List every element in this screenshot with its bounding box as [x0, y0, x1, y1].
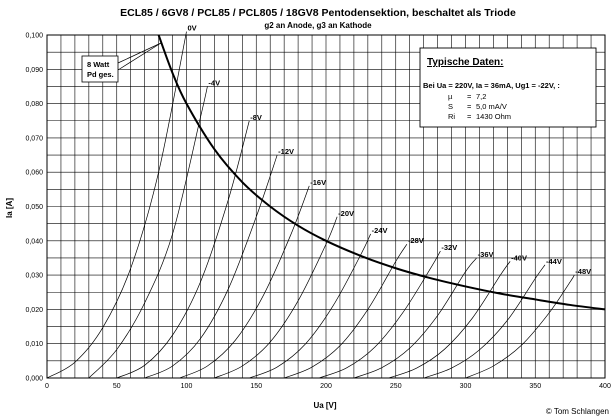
curve-label: 0V [188, 24, 197, 33]
typische-daten-box: Typische Daten: Bei Ua = 220V, Ia = 36mA… [419, 47, 597, 128]
datenbox-line1: Bei Ua = 220V, Ia = 36mA, Ug1 = -22V, : [423, 81, 560, 90]
y-tick-label: 0,090 [25, 67, 43, 74]
grid-curve [423, 264, 546, 379]
chart-title: ECL85 / 6GV8 / PCL85 / PCL805 / 18GV8 Pe… [120, 7, 516, 19]
grid-curve [388, 261, 511, 379]
grid-curve [249, 233, 371, 379]
copyright-text: © Tom Schlangen [546, 407, 609, 416]
pd-label-line-1: 8 Watt [87, 60, 110, 69]
pd-label-box: 8 Watt Pd ges. [81, 42, 162, 83]
x-tick-label: 400 [599, 383, 611, 390]
y-tick-label: 0,080 [25, 101, 43, 108]
y-tick-label: 0,040 [25, 238, 43, 245]
chart-subtitle: g2 an Anode, g3 an Kathode [264, 21, 372, 30]
datenbox-row-value: 7,2 [476, 92, 486, 101]
plot-frame [46, 34, 606, 379]
y-tick-label: 0,070 [25, 135, 43, 142]
curve-label: -48V [575, 267, 591, 276]
pd-curve [157, 34, 606, 311]
x-tick-label: 150 [250, 383, 262, 390]
curve-label: -32V [441, 243, 457, 252]
x-tick-label: 100 [181, 383, 193, 390]
pd-label-pointer [117, 42, 162, 71]
grid-curve [284, 244, 408, 379]
tick-labels: 0 50 100 150 200 250 300 350 400 0,000 0,010 0,020 0… [25, 33, 610, 391]
curve-label: -28V [408, 236, 424, 245]
curve-label: -24V [372, 226, 388, 235]
grid-curve [46, 31, 187, 379]
curve-label: -36V [478, 250, 494, 259]
curve-label: -8V [250, 113, 262, 122]
grid-curve [116, 120, 250, 379]
curve-label: -12V [278, 147, 294, 156]
y-tick-label: 0,020 [25, 307, 43, 314]
grid-curve [318, 250, 441, 379]
grid-curve [465, 274, 575, 379]
grid [46, 34, 606, 379]
x-tick-label: 250 [390, 383, 402, 390]
grid-curve [88, 86, 208, 379]
x-tick-label: 200 [320, 383, 332, 390]
x-tick-label: 350 [529, 383, 541, 390]
grid-curve [179, 185, 310, 379]
datenbox-row-eq: = [467, 102, 472, 111]
datenbox-row-name: µ [448, 92, 453, 101]
x-tick-label: 0 [45, 383, 49, 390]
curve-label: -16V [310, 178, 326, 187]
pd-label-line-2: Pd ges. [87, 70, 114, 79]
datenbox-row-name: Ri [448, 112, 455, 121]
datenbox-row-eq: = [467, 92, 472, 101]
curve-layer: 0V -4V -8V -12V -16V -20V -24V -28V -32V -36V -40V… [46, 24, 606, 379]
datenbox-row-value: 1430 Ohm [476, 112, 511, 121]
y-tick-label: 0,100 [25, 33, 43, 40]
y-tick-label: 0,050 [25, 204, 43, 211]
x-tick-label: 50 [113, 383, 121, 390]
y-axis-label: Ia [A] [5, 198, 14, 218]
y-tick-label: 0,000 [25, 376, 43, 383]
datenbox-row-value: 5,0 mA/V [476, 102, 507, 111]
curve-label: -20V [338, 209, 354, 218]
datenbox-row-name: S [448, 102, 453, 111]
curve-label: -4V [208, 78, 220, 87]
y-tick-label: 0,030 [25, 273, 43, 280]
x-axis-label: Ua [V] [313, 401, 336, 410]
datenbox-row-eq: = [467, 112, 472, 121]
x-tick-label: 300 [460, 383, 472, 390]
grid-curve [353, 257, 477, 379]
pd-label-pointer [117, 42, 162, 64]
curve-label: -44V [546, 257, 562, 266]
datenbox-title: Typische Daten: [427, 57, 504, 68]
curve-label: -40V [511, 253, 527, 262]
y-tick-label: 0,060 [25, 170, 43, 177]
y-tick-label: 0,010 [25, 341, 43, 348]
grid-curve [144, 154, 278, 379]
